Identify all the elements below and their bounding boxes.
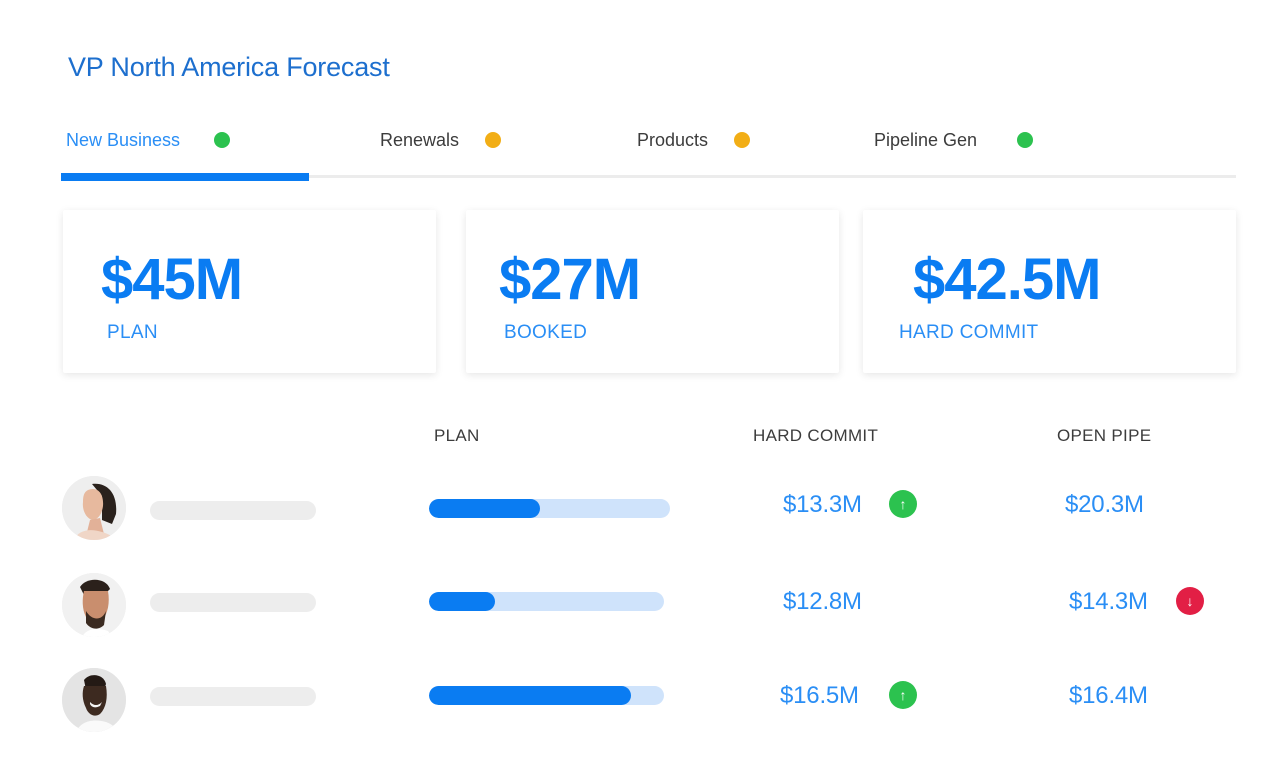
tab-label: Renewals xyxy=(380,129,460,150)
tab-renewals[interactable]: Renewals xyxy=(380,118,502,162)
trend-up-icon: ↑ xyxy=(889,490,917,518)
booked-card: $27M BOOKED xyxy=(466,210,839,373)
woman-profile-photo-icon xyxy=(62,476,126,540)
plan-label: PLAN xyxy=(107,322,158,343)
tab-pipeline-gen[interactable]: Pipeline Gen xyxy=(874,118,1034,162)
active-tab-indicator xyxy=(61,173,309,181)
summary-cards: $45M PLAN $27M BOOKED $42.5M HARD COMMIT xyxy=(0,210,1280,380)
column-header-hard-commit: HARD COMMIT xyxy=(753,426,879,445)
trend-down-icon: ↓ xyxy=(1176,587,1204,615)
trend-up-icon: ↑ xyxy=(889,681,917,709)
tab-label: New Business xyxy=(66,129,181,150)
table-row[interactable]: $16.5M ↑ $16.4M xyxy=(0,666,1280,736)
avatar xyxy=(62,668,126,732)
open-pipe-amount: $20.3M xyxy=(1065,491,1144,518)
status-dot-icon xyxy=(214,132,231,148)
name-placeholder xyxy=(150,501,316,520)
plan-progress-bar xyxy=(429,592,664,611)
table-row[interactable]: $13.3M ↑ $20.3M xyxy=(0,474,1280,544)
bearded-man-photo-icon xyxy=(62,573,126,637)
tab-divider xyxy=(61,175,1236,178)
status-dot-icon xyxy=(1017,132,1034,148)
hard-commit-value: $42.5M xyxy=(913,247,1101,312)
open-pipe-amount: $16.4M xyxy=(1069,682,1148,709)
tab-products[interactable]: Products xyxy=(637,118,751,162)
plan-progress-bar xyxy=(429,686,664,705)
tab-label: Products xyxy=(637,129,709,150)
column-header-open-pipe: OPEN PIPE xyxy=(1057,426,1152,445)
booked-label: BOOKED xyxy=(504,322,588,343)
name-placeholder xyxy=(150,593,316,612)
hard-commit-amount: $16.5M xyxy=(780,682,859,709)
tab-label: Pipeline Gen xyxy=(874,129,978,150)
status-dot-icon xyxy=(734,132,751,148)
hard-commit-amount: $12.8M xyxy=(783,588,862,615)
plan-card: $45M PLAN xyxy=(63,210,436,373)
tab-new-business[interactable]: New Business xyxy=(66,118,231,162)
hard-commit-card: $42.5M HARD COMMIT xyxy=(863,210,1236,373)
plan-progress-fill xyxy=(429,499,540,518)
status-dot-icon xyxy=(485,132,502,148)
open-pipe-amount: $14.3M xyxy=(1069,588,1148,615)
name-placeholder xyxy=(150,687,316,706)
smiling-man-photo-icon xyxy=(62,668,126,732)
forecast-tabs: New Business Renewals Products Pipeline … xyxy=(61,118,1236,182)
hard-commit-amount: $13.3M xyxy=(783,491,862,518)
plan-value: $45M xyxy=(101,247,243,312)
hard-commit-label: HARD COMMIT xyxy=(899,322,1039,343)
plan-progress-fill xyxy=(429,686,632,705)
plan-progress-fill xyxy=(429,592,495,611)
avatar xyxy=(62,476,126,540)
avatar xyxy=(62,573,126,637)
column-header-plan: PLAN xyxy=(434,426,480,445)
page-title: VP North America Forecast xyxy=(68,52,390,82)
plan-progress-bar xyxy=(429,499,670,518)
table-row[interactable]: $12.8M $14.3M ↓ xyxy=(0,571,1280,641)
booked-value: $27M xyxy=(499,247,641,312)
